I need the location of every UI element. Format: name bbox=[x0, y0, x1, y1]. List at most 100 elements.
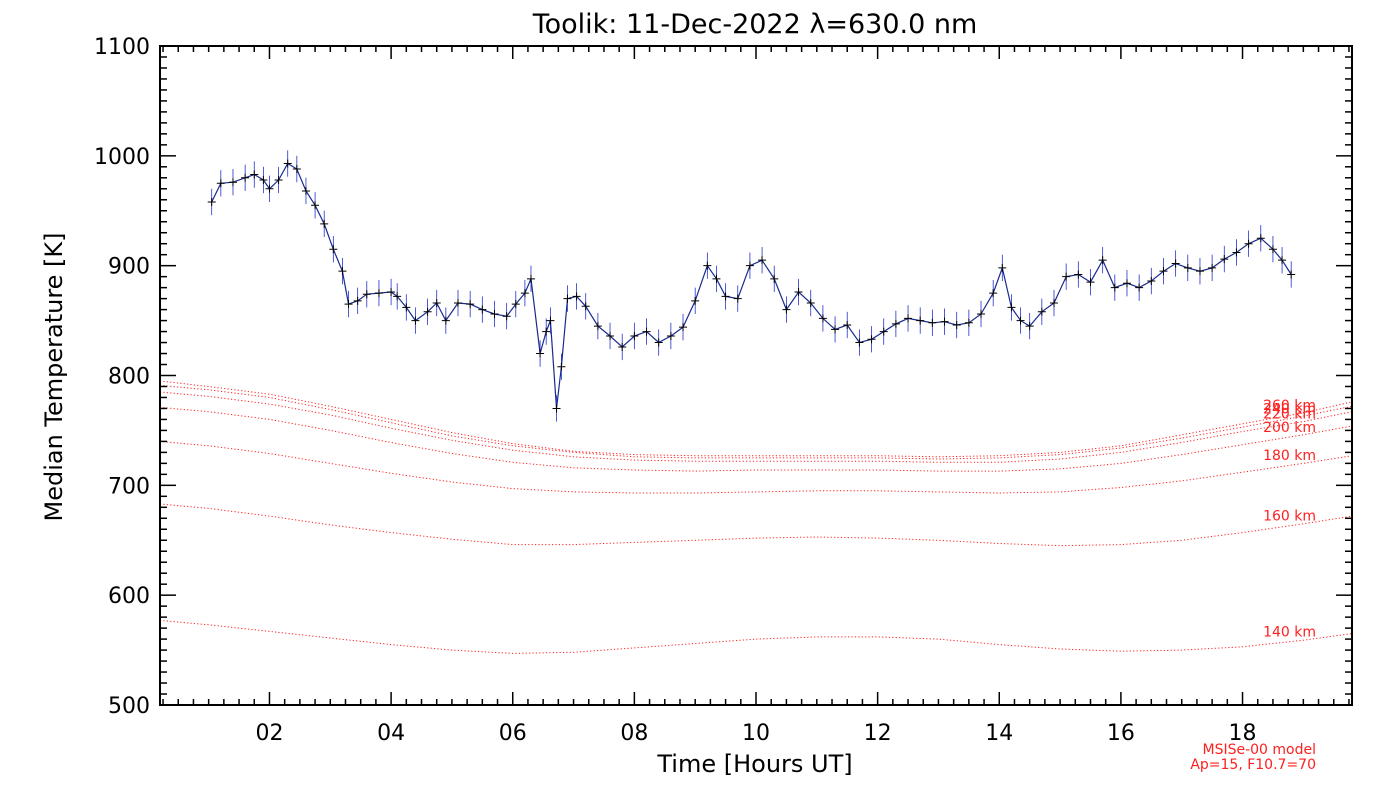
data-point-marker bbox=[1086, 278, 1095, 287]
data-point-marker bbox=[411, 316, 420, 325]
data-point-marker bbox=[259, 175, 268, 184]
x-tick-label: 16 bbox=[1107, 721, 1135, 746]
data-point-marker bbox=[572, 292, 581, 301]
data-point-marker bbox=[207, 197, 216, 206]
data-point-marker bbox=[940, 317, 949, 326]
data-point-marker bbox=[432, 299, 441, 308]
data-point-marker bbox=[630, 331, 639, 340]
data-point-marker bbox=[691, 296, 700, 305]
data-point-marker bbox=[998, 263, 1007, 272]
data-point-marker bbox=[216, 179, 225, 188]
model-curve-240-km bbox=[160, 384, 1352, 460]
data-point-marker bbox=[712, 274, 721, 283]
data-point-marker bbox=[454, 299, 462, 308]
data-point-marker bbox=[1098, 256, 1107, 265]
data-point-marker bbox=[441, 316, 450, 325]
data-point-marker bbox=[241, 173, 250, 182]
data-point-marker bbox=[745, 261, 754, 270]
data-point-marker bbox=[904, 314, 913, 323]
y-tick-label: 800 bbox=[108, 365, 150, 390]
data-point-marker bbox=[703, 261, 712, 270]
model-curve-label-240-km: 240 km bbox=[1263, 401, 1316, 417]
data-point-marker bbox=[1171, 259, 1180, 268]
data-point-marker bbox=[928, 318, 937, 327]
data-point-marker bbox=[502, 312, 511, 321]
chart-title: Toolik: 11-Dec-2022 λ=630.0 nm bbox=[532, 9, 978, 40]
data-point-marker bbox=[1007, 303, 1016, 312]
data-point-marker bbox=[338, 267, 347, 276]
model-parameters-annotation: Ap=15, F10.7=70 bbox=[1190, 757, 1316, 773]
data-point-marker bbox=[733, 294, 742, 303]
data-point-marker bbox=[782, 305, 791, 314]
x-tick-label: 14 bbox=[985, 721, 1013, 746]
data-point-marker bbox=[1232, 248, 1241, 257]
data-point-marker bbox=[292, 165, 301, 174]
data-point-marker bbox=[1287, 270, 1296, 279]
data-point-marker bbox=[606, 331, 615, 340]
model-curve-label-220-km: 220 km bbox=[1263, 407, 1316, 423]
data-point-marker bbox=[526, 274, 535, 283]
data-point-marker bbox=[423, 307, 432, 316]
data-point-marker bbox=[758, 256, 767, 265]
data-point-marker bbox=[393, 292, 402, 301]
data-point-marker bbox=[867, 335, 876, 344]
data-point-marker bbox=[1256, 234, 1265, 243]
x-axis-label: Time [Hours UT] bbox=[656, 750, 852, 778]
data-point-marker bbox=[546, 316, 555, 325]
data-point-marker bbox=[557, 362, 566, 371]
data-point-marker bbox=[989, 289, 998, 298]
data-point-marker bbox=[320, 219, 329, 228]
y-tick-label: 700 bbox=[108, 474, 150, 499]
data-point-marker bbox=[806, 299, 815, 308]
y-tick-label: 600 bbox=[108, 584, 150, 609]
x-tick-label: 02 bbox=[255, 721, 283, 746]
data-point-marker bbox=[1147, 277, 1156, 286]
data-series-line bbox=[211, 162, 1292, 409]
data-point-marker bbox=[679, 323, 688, 332]
data-point-marker bbox=[1195, 267, 1204, 276]
data-point-marker bbox=[374, 289, 383, 298]
y-tick-label: 900 bbox=[108, 255, 150, 280]
x-tick-label: 10 bbox=[742, 721, 770, 746]
model-curve-140-km bbox=[160, 619, 1352, 654]
data-point-marker bbox=[1135, 283, 1144, 292]
data-point-marker bbox=[274, 175, 283, 184]
data-point-marker bbox=[1159, 267, 1168, 276]
model-curve-label-260-km: 260 km bbox=[1263, 398, 1316, 414]
data-point-marker bbox=[843, 320, 852, 329]
data-point-marker bbox=[511, 300, 520, 309]
model-annotation: MSISe-00 model bbox=[1202, 742, 1316, 758]
x-tick-label: 08 bbox=[620, 721, 648, 746]
data-point-marker bbox=[520, 289, 529, 298]
y-axis-label: Median Temperature [K] bbox=[40, 232, 68, 521]
model-curve-160-km bbox=[160, 503, 1352, 547]
data-point-marker bbox=[1208, 263, 1217, 272]
data-point-marker bbox=[794, 288, 803, 297]
data-point-marker bbox=[301, 186, 310, 195]
data-point-marker bbox=[490, 309, 499, 318]
data-point-marker bbox=[1016, 316, 1025, 325]
data-point-marker bbox=[353, 296, 362, 305]
data-point-marker bbox=[879, 327, 888, 336]
data-point-marker bbox=[1050, 299, 1058, 308]
data-point-marker bbox=[593, 322, 602, 331]
data-point-marker bbox=[654, 338, 663, 347]
data-point-marker bbox=[552, 404, 561, 413]
x-tick-label: 12 bbox=[864, 721, 892, 746]
data-point-marker bbox=[283, 159, 292, 168]
x-tick-label: 04 bbox=[377, 721, 405, 746]
data-point-marker bbox=[916, 316, 925, 325]
data-point-marker bbox=[831, 325, 840, 334]
model-curve-label-180-km: 180 km bbox=[1263, 448, 1316, 464]
data-point-marker bbox=[311, 201, 320, 210]
data-point-marker bbox=[265, 184, 274, 193]
data-point-marker bbox=[977, 309, 986, 318]
data-point-marker bbox=[1244, 239, 1253, 248]
data-point-marker bbox=[855, 338, 864, 347]
data-point-marker bbox=[1062, 272, 1071, 281]
x-tick-label: 18 bbox=[1229, 721, 1257, 746]
model-curve-label-140-km: 140 km bbox=[1263, 625, 1316, 641]
data-point-marker bbox=[581, 302, 590, 311]
data-point-marker bbox=[1268, 245, 1277, 254]
